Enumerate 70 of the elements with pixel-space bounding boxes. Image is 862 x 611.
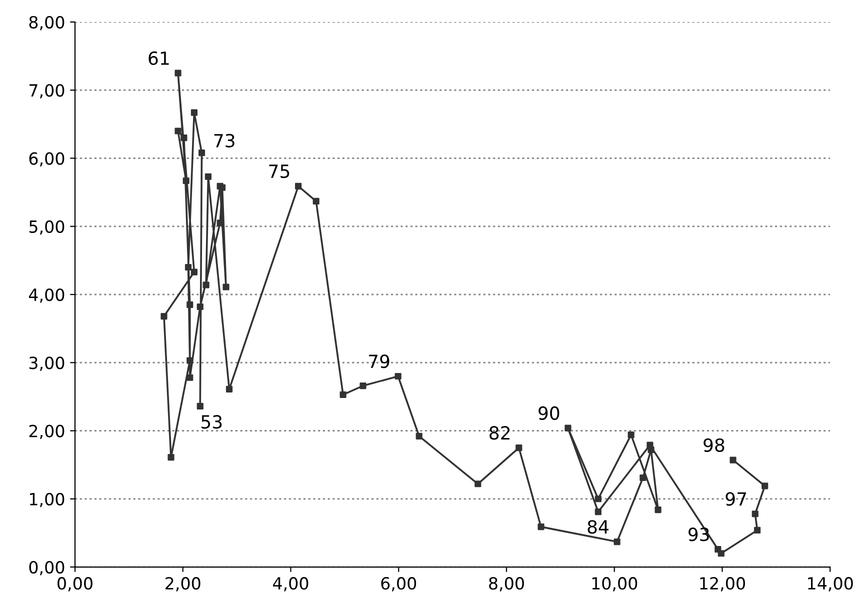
point bbox=[762, 482, 768, 490]
annotation: 79 bbox=[369, 354, 390, 368]
point bbox=[186, 301, 194, 308]
x-tick-label: 2,00 bbox=[166, 577, 200, 592]
annotation: 73 bbox=[214, 134, 234, 148]
point bbox=[614, 538, 620, 546]
point bbox=[186, 374, 194, 381]
point bbox=[184, 264, 192, 271]
point bbox=[196, 402, 204, 410]
point bbox=[186, 357, 194, 364]
point bbox=[754, 526, 761, 534]
y-tick-label: 6,00 bbox=[29, 152, 64, 167]
point bbox=[202, 282, 210, 288]
point bbox=[190, 268, 198, 276]
x-tick-label: 14,00 bbox=[808, 577, 853, 592]
point bbox=[196, 303, 204, 310]
point bbox=[594, 496, 602, 502]
point bbox=[340, 391, 346, 398]
annotation: 98 bbox=[704, 438, 724, 452]
x-tick-label: 6,00 bbox=[381, 577, 416, 592]
point bbox=[718, 550, 724, 557]
y-tick-label: 1,00 bbox=[30, 492, 64, 508]
x-tick-label: 0,00 bbox=[58, 577, 92, 592]
y-tick-label: 7,00 bbox=[30, 84, 64, 98]
x-tick-label: 4,00 bbox=[273, 577, 308, 592]
y-tick-label: 2,00 bbox=[29, 424, 64, 440]
point bbox=[564, 424, 572, 432]
point bbox=[474, 480, 482, 488]
point bbox=[594, 508, 602, 516]
point bbox=[646, 442, 654, 448]
point bbox=[216, 182, 224, 190]
point bbox=[190, 109, 198, 116]
x-tick-label: 8,00 bbox=[489, 577, 524, 592]
point bbox=[516, 444, 522, 452]
y-tick-label: 8,00 bbox=[29, 16, 64, 30]
y-tick-label: 5,00 bbox=[29, 220, 64, 235]
point bbox=[654, 506, 662, 514]
point bbox=[394, 372, 402, 380]
point bbox=[204, 173, 212, 180]
point bbox=[752, 510, 758, 518]
point bbox=[360, 382, 366, 390]
point bbox=[180, 134, 188, 142]
annotation: 90 bbox=[538, 406, 560, 420]
x-tick-label: 10,00 bbox=[592, 577, 638, 592]
annotation: 53 bbox=[202, 415, 222, 429]
annotation: 84 bbox=[588, 520, 608, 534]
y-tick-label: 4,00 bbox=[28, 288, 64, 303]
point bbox=[198, 150, 206, 156]
point bbox=[182, 177, 190, 184]
point bbox=[160, 313, 168, 320]
point bbox=[226, 386, 233, 392]
point bbox=[312, 198, 320, 204]
point bbox=[730, 456, 736, 464]
point bbox=[628, 432, 634, 438]
y-tick-label: 3,00 bbox=[29, 356, 64, 371]
annotation: 75 bbox=[269, 164, 290, 178]
point bbox=[168, 454, 174, 461]
point bbox=[295, 182, 302, 190]
point bbox=[222, 284, 230, 290]
annotation: 93 bbox=[688, 528, 709, 542]
point bbox=[174, 128, 182, 134]
point bbox=[640, 474, 646, 482]
point bbox=[538, 524, 544, 530]
y-tick-label: 0,00 bbox=[29, 560, 64, 576]
annotation: 61 bbox=[148, 51, 169, 66]
point bbox=[174, 70, 182, 76]
annotation: 82 bbox=[490, 426, 510, 440]
annotation: 97 bbox=[726, 492, 746, 506]
x-tick-label: 12,00 bbox=[700, 577, 745, 592]
point bbox=[416, 432, 422, 440]
